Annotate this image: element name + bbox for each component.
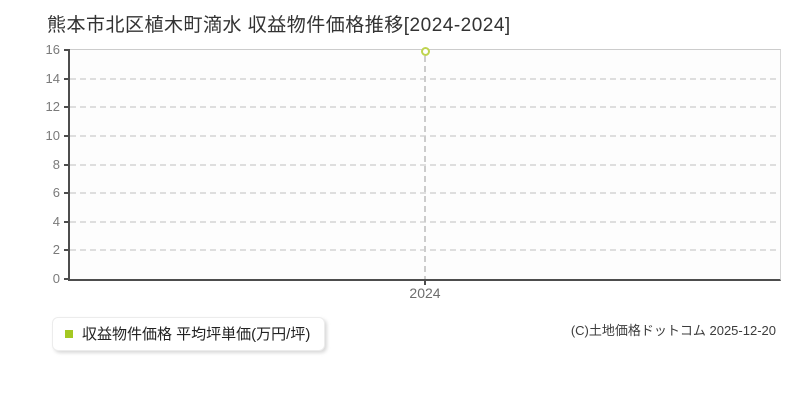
y-axis-tick-12 — [64, 106, 70, 109]
y-axis-tick-2 — [64, 249, 70, 252]
y-axis-label-2: 2 — [52, 242, 60, 258]
y-axis-tick-6 — [64, 192, 70, 195]
y-axis-label-14: 14 — [45, 70, 60, 86]
legend-label: 収益物件価格 平均坪単価(万円/坪) — [82, 326, 311, 343]
x-axis-tick-2024 — [424, 280, 426, 285]
v-gridline-2024 — [424, 56, 426, 279]
y-axis-tick-14 — [64, 77, 70, 80]
x-axis-tick-label: 2024 — [409, 285, 441, 301]
y-axis-label-12: 12 — [45, 99, 60, 115]
y-axis-tick-4 — [64, 220, 70, 223]
y-axis-tick-0 — [64, 278, 70, 280]
y-axis-label-4: 4 — [52, 213, 60, 229]
y-axis-tick-8 — [64, 163, 70, 166]
y-axis: 0 2 4 6 8 10 12 14 16 — [0, 0, 60, 400]
y-axis-tick-10 — [64, 134, 70, 137]
y-axis-label-10: 10 — [45, 127, 60, 143]
legend-marker-square — [65, 329, 73, 338]
plot-area — [68, 46, 781, 281]
y-axis-label-6: 6 — [52, 185, 60, 201]
legend: 収益物件価格 平均坪単価(万円/坪) — [52, 317, 326, 351]
chart-title: 熊本市北区植木町滴水 収益物件価格推移[2024-2024] — [47, 15, 511, 36]
data-point-2024 — [420, 46, 430, 56]
y-axis-label-8: 8 — [52, 156, 60, 172]
y-axis-tick-16 — [64, 49, 70, 51]
copyright-text: (C)土地価格ドットコム 2025-12-20 — [570, 323, 776, 338]
y-axis-label-0: 0 — [52, 271, 60, 286]
y-axis-label-16: 16 — [45, 42, 60, 57]
